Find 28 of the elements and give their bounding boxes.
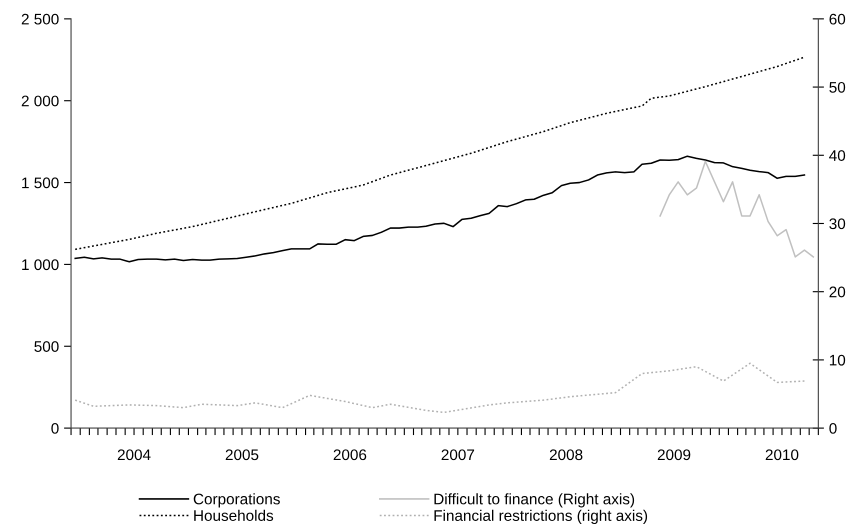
y2-tick-label: 0 xyxy=(829,422,837,434)
y2-tick-label: 50 xyxy=(829,82,846,93)
legend-label: Difficult to finance (Right axis) xyxy=(434,493,634,508)
y-tick-label: 2 500 xyxy=(22,14,59,25)
y2-tick-label: 20 xyxy=(830,286,846,298)
line-series xyxy=(74,56,806,250)
legend-label: Financial restrictions (right axis) xyxy=(434,510,648,524)
y2-tick-label: 40 xyxy=(829,150,846,161)
x-tick-label: 2006 xyxy=(334,449,366,460)
y-tick-label: 0 xyxy=(51,422,59,434)
y2-tick-label: 10 xyxy=(830,354,846,366)
line-series xyxy=(74,155,806,263)
x-tick-label: 2004 xyxy=(118,449,151,460)
x-tick-label: 2009 xyxy=(658,449,690,460)
y-tick-label: 1 500 xyxy=(22,177,59,188)
legend-label: Corporations xyxy=(194,493,280,508)
line-series xyxy=(659,160,814,258)
y2-tick-label: 60 xyxy=(830,14,846,25)
legend-label: Households xyxy=(194,510,274,521)
x-tick-label: 2005 xyxy=(226,449,258,460)
y-tick-label: 1 000 xyxy=(22,259,59,270)
x-tick-label: 2007 xyxy=(442,449,474,460)
y-tick-label: 500 xyxy=(34,341,59,352)
x-tick-label: 2008 xyxy=(550,449,582,460)
y-tick-label: 2 000 xyxy=(22,96,59,106)
line-series xyxy=(74,362,806,414)
y2-tick-label: 30 xyxy=(829,218,846,230)
x-tick-label: 2010 xyxy=(766,449,798,460)
